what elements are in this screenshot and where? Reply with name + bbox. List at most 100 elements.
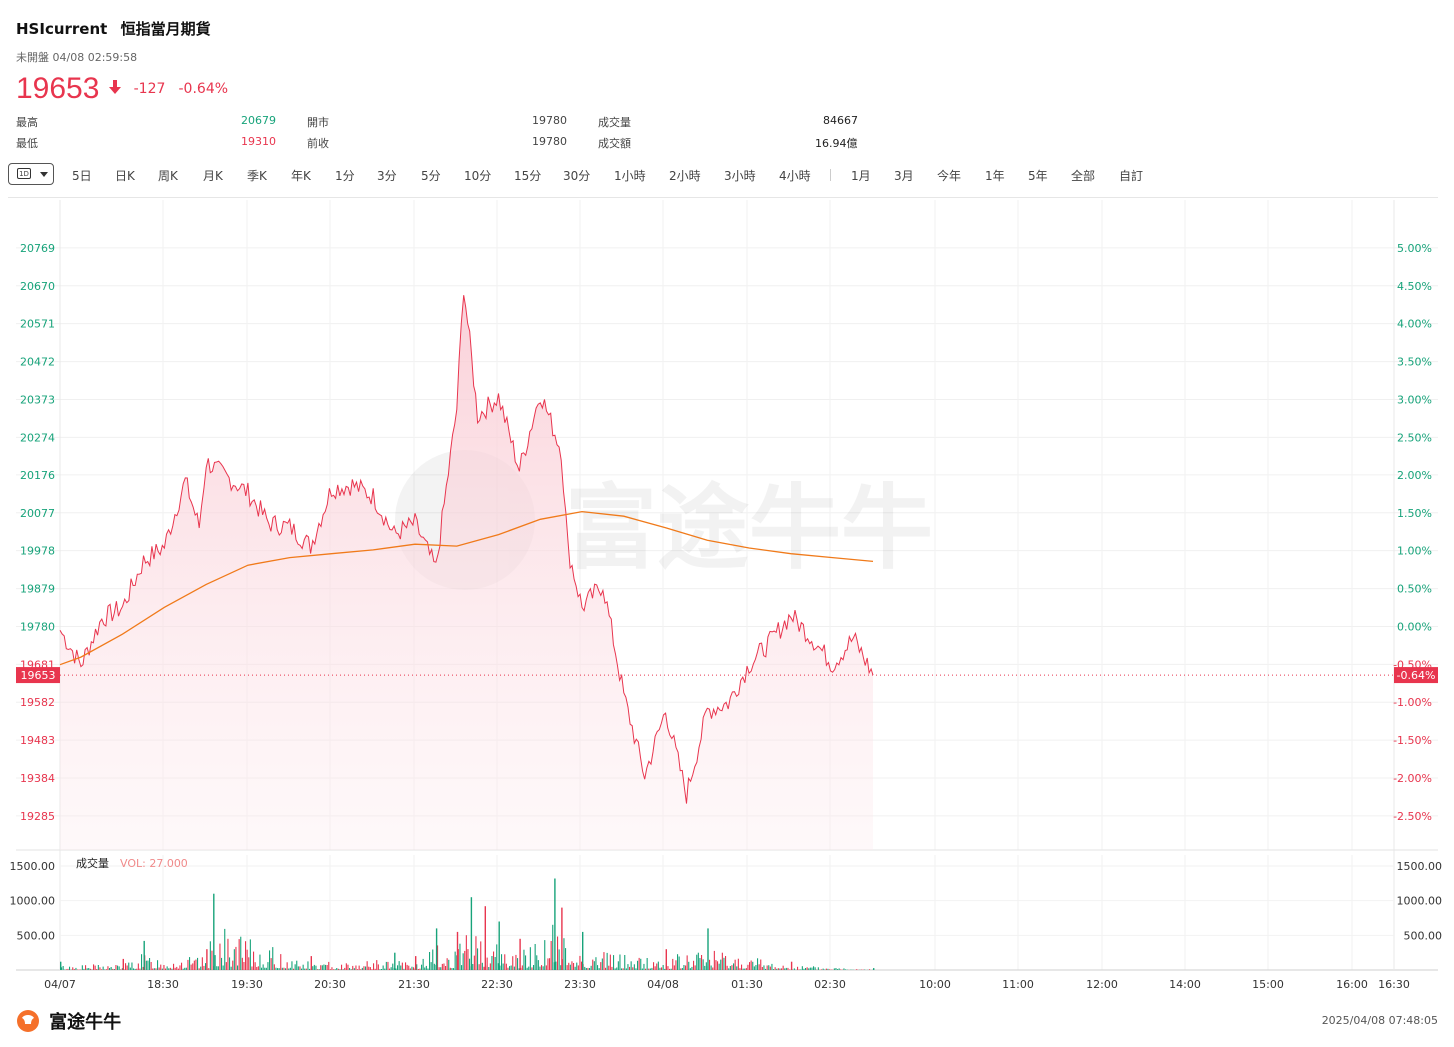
volume-bar xyxy=(491,956,493,970)
period-option[interactable]: 1月 xyxy=(851,169,871,183)
period-option[interactable]: 5年 xyxy=(1028,169,1048,183)
y-axis-pct-tick: 1.50% xyxy=(1397,507,1432,520)
period-option[interactable]: 5分 xyxy=(421,169,441,183)
period-option[interactable]: 季K xyxy=(247,169,267,183)
period-option[interactable]: 15分 xyxy=(514,169,542,183)
volume-bar xyxy=(269,950,271,970)
period-option[interactable]: 1年 xyxy=(985,169,1005,183)
volume-bar xyxy=(297,966,299,970)
toolbar-divider xyxy=(8,197,1438,198)
volume-bar xyxy=(501,954,503,970)
period-option[interactable]: 3分 xyxy=(377,169,397,183)
volume-bar xyxy=(517,958,519,970)
price-chart[interactable]: 富途牛牛 20769 5.00% 20670 4.50% 20571 4.00% 20472… xyxy=(0,0,1454,1000)
volume-bar xyxy=(275,967,277,970)
volume-bar xyxy=(689,968,691,970)
volume-bar xyxy=(384,968,386,970)
volume-bar xyxy=(198,968,200,970)
period-option[interactable]: 3小時 xyxy=(724,169,756,183)
volume-bar xyxy=(256,967,258,970)
volume-bar xyxy=(693,960,695,970)
x-axis-tick: 01:30 xyxy=(731,978,763,991)
period-option[interactable]: 4小時 xyxy=(779,169,811,183)
volume-bar xyxy=(96,969,98,970)
volume-bar xyxy=(512,956,514,970)
volume-bar xyxy=(864,969,866,970)
volume-bar xyxy=(251,966,253,970)
volume-bar xyxy=(726,965,728,970)
volume-bar xyxy=(600,962,602,970)
period-option[interactable]: 今年 xyxy=(937,169,962,183)
volume-bar xyxy=(803,968,805,970)
volume-bar xyxy=(651,967,653,970)
volume-bar xyxy=(606,952,608,970)
volume-bar xyxy=(438,967,440,970)
period-option[interactable]: 月K xyxy=(203,169,223,183)
volume-bar xyxy=(541,965,543,970)
volume-bar xyxy=(352,965,354,970)
volume-bar xyxy=(539,966,541,970)
turnover-label: 成交額 xyxy=(598,137,631,150)
price-line xyxy=(59,295,874,804)
period-option[interactable]: 自訂 xyxy=(1119,169,1144,183)
price-area xyxy=(60,295,873,850)
volume-bar xyxy=(763,965,765,970)
period-option[interactable]: 5日 xyxy=(72,169,92,183)
period-option[interactable]: 日K xyxy=(115,169,135,183)
volume-bar xyxy=(782,965,784,970)
volume-bar xyxy=(166,966,168,970)
volume-bar xyxy=(288,968,290,970)
period-option[interactable]: 全部 xyxy=(1071,169,1096,183)
volume-bar xyxy=(182,968,184,970)
volume-bar xyxy=(405,962,407,970)
period-option[interactable]: 1小時 xyxy=(614,169,646,183)
volume-bar xyxy=(61,967,63,970)
volume-bar xyxy=(321,965,323,970)
volume-bar xyxy=(310,956,312,970)
volume-value: 84667 xyxy=(823,114,858,127)
volume-bar xyxy=(70,969,72,970)
volume-bar xyxy=(637,960,639,970)
period-selector[interactable]: 1D xyxy=(8,163,54,185)
volume-bar xyxy=(134,968,136,970)
volume-bar xyxy=(531,967,533,970)
volume-bar xyxy=(486,957,488,970)
period-option[interactable]: 10分 xyxy=(464,169,492,183)
period-option[interactable]: 30分 xyxy=(563,169,591,183)
volume-bar xyxy=(830,969,832,970)
period-option[interactable]: 3月 xyxy=(894,169,914,183)
y-axis-tick: 19879 xyxy=(20,583,55,596)
volume-bar xyxy=(758,964,760,970)
volume-bar xyxy=(537,960,539,970)
volume-bar xyxy=(547,958,549,970)
period-option[interactable]: 1分 xyxy=(335,169,355,183)
volume-bar xyxy=(304,968,306,970)
volume-bar xyxy=(704,965,706,970)
volume-bar xyxy=(649,968,651,970)
volume-bar xyxy=(502,963,504,970)
volume-bar xyxy=(429,952,431,970)
volume-bar xyxy=(509,966,511,970)
volume-bar xyxy=(143,940,145,970)
volume-bar xyxy=(790,961,793,970)
volume-bar xyxy=(64,969,66,970)
volume-bar xyxy=(117,965,119,970)
volume-bar xyxy=(554,878,556,970)
volume-bar xyxy=(678,956,680,970)
volume-bar xyxy=(672,958,674,970)
volume-bar xyxy=(691,966,693,970)
period-option[interactable]: 年K xyxy=(291,169,311,183)
volume-bar xyxy=(717,961,719,970)
period-option[interactable]: 2小時 xyxy=(669,169,701,183)
period-option[interactable]: 周K xyxy=(158,169,178,183)
volume-bar xyxy=(694,965,696,970)
volume-bar xyxy=(365,966,367,970)
volume-bar xyxy=(440,967,442,970)
volume-bar xyxy=(142,966,144,970)
volume-bar xyxy=(307,961,309,970)
volume-bar xyxy=(189,957,191,970)
volume-bar xyxy=(526,967,528,970)
volume-bar xyxy=(484,906,486,970)
volume-bar xyxy=(451,968,453,970)
volume-axis-tick: 1000.00 xyxy=(1397,895,1443,908)
